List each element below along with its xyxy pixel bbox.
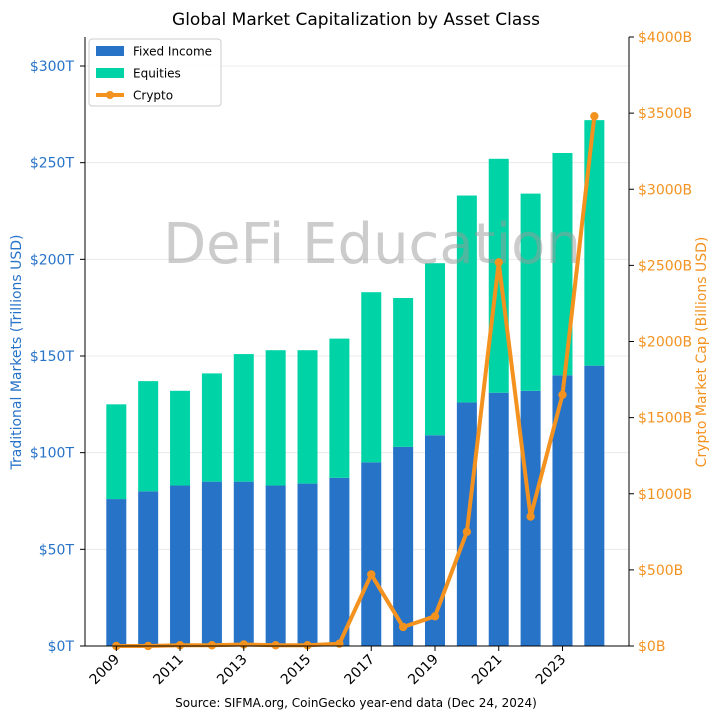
y-left-tick-label: $200T: [30, 252, 75, 268]
bar-fixed-income: [425, 435, 445, 646]
bar-equities: [552, 153, 573, 376]
legend-swatch: [96, 68, 124, 78]
y-left-tick-label: $50T: [39, 542, 75, 558]
legend: Fixed Income Equities Crypto: [88, 38, 222, 107]
bar-equities: [138, 381, 159, 492]
bar-fixed-income: [361, 462, 382, 646]
bars-layer: [106, 120, 605, 646]
legend-swatch-marker: [106, 91, 114, 99]
bar-fixed-income: [233, 481, 254, 646]
bar-equities: [106, 404, 127, 500]
y-left-tick-label: $150T: [30, 349, 75, 365]
bar-fixed-income: [265, 485, 286, 646]
chart-title: Global Market Capitalization by Asset Cl…: [172, 10, 540, 30]
crypto-point: [335, 639, 344, 648]
crypto-point: [590, 111, 599, 121]
bar-equities: [425, 263, 445, 436]
crypto-point: [398, 622, 408, 632]
crypto-point: [239, 640, 248, 649]
legend-swatch: [96, 46, 124, 56]
bar-fixed-income: [393, 446, 414, 646]
bar-fixed-income: [106, 499, 127, 646]
bar-equities: [265, 350, 286, 486]
bar-fixed-income: [201, 481, 222, 646]
crypto-point: [526, 512, 535, 521]
bar-equities: [456, 195, 477, 403]
y-right-tick-label: $1000B: [638, 487, 692, 503]
crypto-point: [558, 390, 567, 399]
bar-equities: [233, 354, 254, 482]
legend-label: Equities: [133, 67, 181, 81]
y-left-tick-label: $100T: [30, 446, 75, 462]
y-left-tick-label: $250T: [30, 156, 75, 172]
y-right-tick-label: $500B: [638, 563, 683, 579]
crypto-point: [271, 641, 280, 650]
bar-equities: [329, 338, 350, 478]
bar-equities: [170, 390, 191, 486]
bar-equities: [520, 193, 541, 391]
y-left-tick-label: $0T: [48, 639, 75, 655]
crypto-point: [303, 641, 312, 650]
bar-fixed-income: [488, 392, 509, 646]
crypto-point: [494, 258, 503, 267]
y-right-axis-label: Crypto Market Cap (Billions USD): [694, 237, 710, 468]
y-right-tick-label: $2000B: [638, 335, 692, 351]
legend-label: Fixed Income: [133, 45, 212, 59]
bar-equities: [393, 298, 414, 447]
bar-fixed-income: [297, 483, 318, 646]
crypto-point: [430, 612, 440, 621]
bar-fixed-income: [552, 375, 573, 646]
bar-equities: [297, 350, 318, 484]
y-right-tick-label: $3500B: [638, 106, 692, 122]
bar-equities: [201, 373, 222, 482]
bar-fixed-income: [138, 491, 159, 646]
watermark: DeFi Education: [163, 212, 581, 277]
bar-fixed-income: [584, 365, 605, 646]
y-left-axis-label: Traditional Markets (Trillions USD): [9, 234, 25, 470]
bar-fixed-income: [329, 477, 350, 646]
crypto-point: [175, 641, 185, 650]
y-right-tick-label: $3000B: [638, 182, 692, 198]
source-note: Source: SIFMA.org, CoinGecko year-end da…: [175, 696, 537, 710]
crypto-point: [462, 527, 472, 537]
crypto-point: [207, 641, 217, 650]
y-right-tick-label: $0B: [638, 639, 665, 655]
y-right-tick-label: $2500B: [638, 258, 692, 274]
y-right-tick-label: $4000B: [638, 30, 692, 46]
crypto-line: [114, 114, 597, 648]
bar-equities: [584, 120, 605, 366]
crypto-point: [367, 570, 376, 579]
y-left-tick-label: $300T: [30, 59, 75, 75]
bar-fixed-income: [170, 485, 191, 646]
legend-label: Crypto: [133, 89, 173, 103]
crypto-line-layer: [112, 111, 599, 651]
y-right-tick-label: $1500B: [638, 411, 692, 427]
bar-equities: [361, 292, 382, 463]
